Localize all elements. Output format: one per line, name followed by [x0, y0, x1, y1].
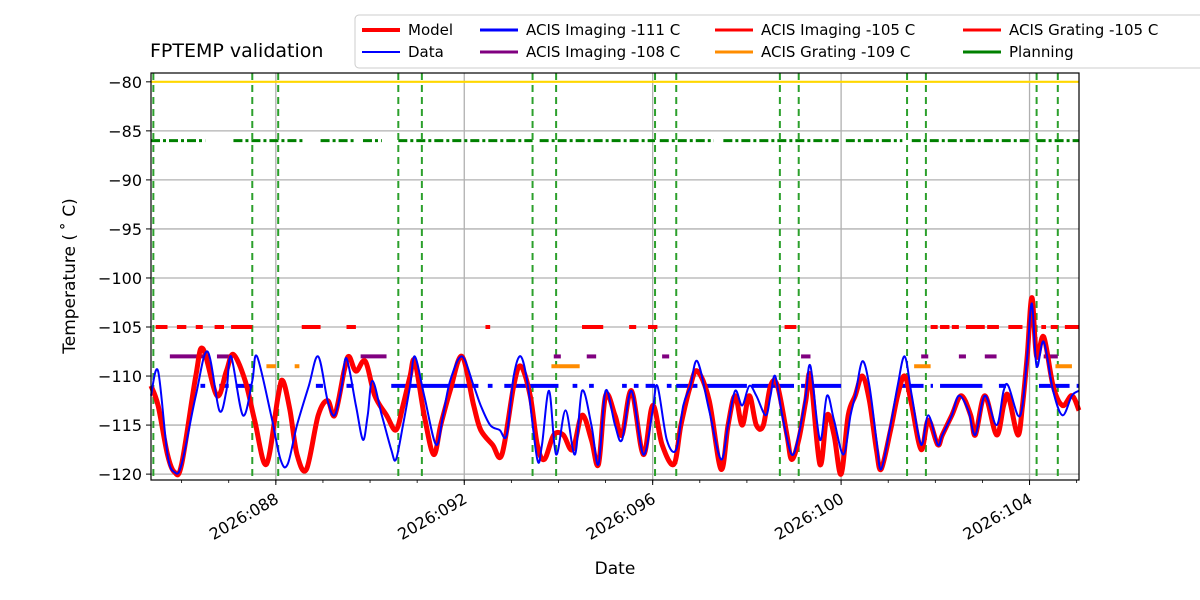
- x-tick-label: 2026:104: [960, 489, 1036, 544]
- y-axis-label: Temperature ( ˚ C): [59, 198, 80, 355]
- y-tick-label: −120: [98, 465, 142, 484]
- axes-frame: [150, 72, 1080, 481]
- legend-entry: Data: [408, 43, 444, 61]
- y-tick-label: −110: [98, 367, 142, 386]
- legend-entry: ACIS Imaging -111 C: [526, 21, 680, 39]
- reference-lines: [151, 80, 1079, 143]
- state-bars: [155, 325, 1079, 388]
- legend: Model Data ACIS Imaging -111 C ACIS Imaging…: [354, 14, 1200, 69]
- chart-title: FPTEMP validation: [150, 40, 323, 62]
- legend-entry: ACIS Imaging -105 C: [761, 21, 915, 39]
- y-tick-label: −100: [98, 269, 142, 288]
- series: [148, 295, 1082, 478]
- y-tick-label: −90: [108, 171, 142, 190]
- legend-box: [354, 14, 1200, 69]
- x-tick-label: 2026:092: [394, 489, 470, 544]
- model-series-line: [148, 295, 1082, 478]
- x-axis-label: Date: [595, 559, 636, 579]
- y-tick-label: −80: [108, 73, 142, 92]
- x-tick-label: 2026:088: [206, 489, 282, 544]
- y-tick-label: −115: [98, 416, 142, 435]
- data-series-line: [150, 302, 1080, 475]
- x-tick-label: 2026:100: [771, 489, 847, 544]
- legend-entry: ACIS Grating -109 C: [761, 43, 910, 61]
- y-tick-label: −95: [108, 220, 142, 239]
- legend-entry: ACIS Grating -105 C: [1009, 21, 1158, 39]
- y-tick-label: −85: [108, 122, 142, 141]
- legend-entry: Model: [408, 21, 453, 39]
- y-tick-label: −105: [98, 318, 142, 337]
- ticks: −80 −85 −90 −95 −100 −105 −110 −115 −120 2026:088…: [98, 73, 1078, 544]
- x-tick-label: 2026:096: [583, 489, 659, 544]
- legend-entry: ACIS Imaging -108 C: [526, 43, 680, 61]
- legend-entry: Planning: [1009, 43, 1074, 61]
